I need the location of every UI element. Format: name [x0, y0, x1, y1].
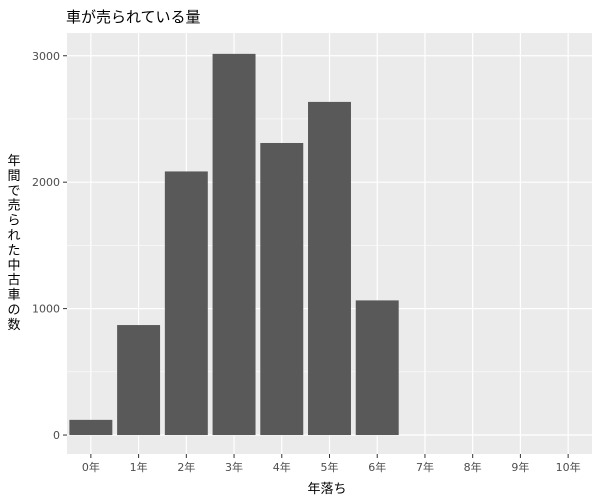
- bar-6: [355, 300, 399, 436]
- x-tick-label-3: 3年: [225, 460, 243, 474]
- x-tick-label-10: 10年: [556, 460, 581, 474]
- y-axis-title-char-11: 数: [7, 318, 20, 333]
- bar-1: [117, 325, 161, 436]
- y-axis-title-char-2: で: [7, 184, 20, 199]
- y-tick-label-3: 3000: [32, 50, 60, 63]
- bar-3: [212, 53, 256, 436]
- bar-2: [164, 171, 208, 436]
- x-tick-label-7: 7年: [416, 460, 434, 474]
- y-axis-title-char-3: 売: [7, 198, 20, 214]
- bars-group: [69, 53, 399, 436]
- x-tick-label-4: 4年: [273, 460, 291, 474]
- x-tick-label-2: 2年: [177, 460, 195, 474]
- y-axis-title-char-7: 中: [7, 258, 20, 273]
- y-tick-label-1: 1000: [32, 303, 60, 316]
- x-tick-label-6: 6年: [368, 460, 386, 474]
- y-axis-title-char-10: の: [7, 303, 20, 318]
- y-axis: 0 1000 2000 3000: [32, 50, 67, 442]
- y-axis-title-char-9: 車: [7, 288, 20, 303]
- x-tick-label-8: 8年: [464, 460, 482, 474]
- bar-5: [308, 101, 351, 436]
- x-tick-label-9: 9年: [511, 460, 529, 474]
- y-axis-title-char-0: 年: [7, 154, 20, 169]
- x-tick-label-0: 0年: [82, 460, 100, 474]
- y-axis-title-char-1: 間: [7, 169, 20, 184]
- y-tick-label-0: 0: [53, 429, 60, 442]
- bar-4: [260, 142, 304, 436]
- x-tick-label-1: 1年: [130, 460, 148, 474]
- x-tick-label-5: 5年: [321, 460, 339, 474]
- bar-0: [69, 419, 113, 436]
- y-axis-title-char-8: 古: [7, 273, 20, 288]
- x-axis: 0年 1年 2年 3年 4年 5年 6年 7年 8年 9年 10年: [82, 454, 581, 474]
- y-axis-title-char-4: ら: [7, 214, 20, 229]
- x-axis-title: 年落ち: [307, 482, 346, 497]
- y-tick-label-2: 2000: [32, 176, 60, 189]
- chart-title: 車が売られている量: [66, 8, 201, 26]
- y-axis-title-char-6: た: [7, 243, 20, 258]
- y-axis-title-char-5: れ: [7, 229, 20, 244]
